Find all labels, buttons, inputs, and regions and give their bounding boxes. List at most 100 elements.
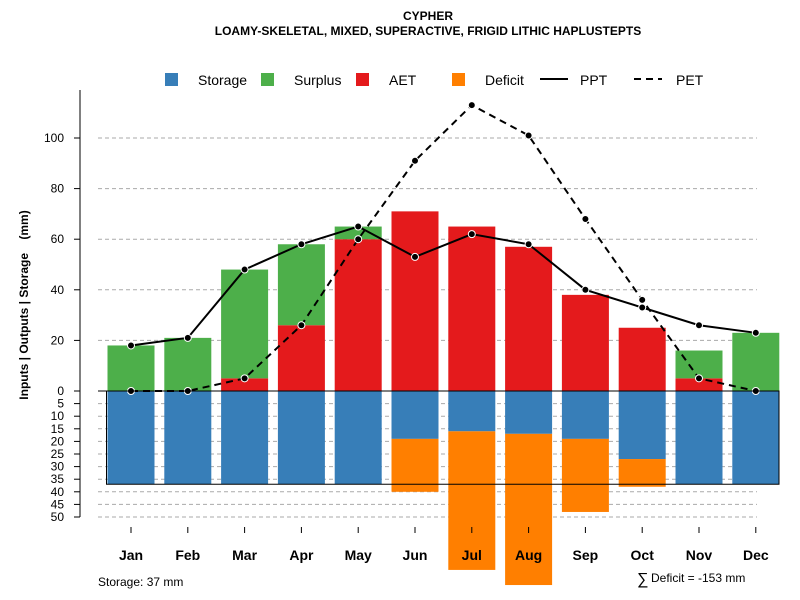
legend-surplus-label: Surplus: [294, 72, 341, 88]
ppt-point: [354, 222, 363, 231]
y-tick-label: 20: [51, 333, 65, 347]
pet-line: [131, 103, 757, 392]
pet-point: [411, 156, 419, 165]
deficit-bar: [448, 431, 496, 570]
deficit-bar: [561, 438, 609, 512]
y-tick-label: 40: [51, 283, 65, 297]
storage-bar: [107, 391, 155, 485]
y-tick-label: 50: [51, 510, 65, 524]
legend-pet-label: PET: [676, 72, 704, 88]
surplus-bar: [732, 332, 780, 391]
x-tick-label: Feb: [175, 547, 200, 563]
pet-point: [240, 374, 249, 383]
x-tick-label: Dec: [743, 547, 769, 563]
legend-surplus-swatch: [261, 73, 274, 86]
aet-bar: [561, 294, 609, 391]
ppt-point: [411, 252, 419, 261]
pet-point: [354, 235, 363, 244]
y-tick-label: 40: [51, 485, 65, 499]
storage-note: Storage: 37 mm: [98, 575, 183, 589]
pet-point: [467, 101, 476, 110]
storage-bar: [221, 391, 269, 485]
legend: Storage Surplus AET Deficit PPT PET: [165, 72, 704, 88]
y-tick-label: 100: [44, 131, 64, 145]
storage-bar: [505, 391, 553, 434]
legend-deficit-label: Deficit: [485, 72, 524, 88]
x-tick-label: Apr: [289, 547, 314, 563]
storage-bar: [448, 391, 496, 432]
x-tick-label: Jun: [403, 547, 428, 563]
storage-bar: [675, 391, 723, 485]
aet-bar: [448, 226, 496, 391]
deficit-note: Deficit = -153 mm: [651, 571, 745, 585]
aet-bar: [391, 211, 439, 391]
chart-title: CYPHER: [403, 9, 453, 23]
storage-bar: [277, 391, 325, 485]
y-tick-label: 80: [51, 182, 65, 196]
pet-point: [297, 321, 306, 330]
ppt-point: [127, 341, 135, 350]
x-tick-label: Oct: [631, 547, 655, 563]
y-tick-label: 20: [51, 434, 65, 448]
ppt-point: [240, 265, 249, 274]
legend-aet-label: AET: [389, 72, 417, 88]
ppt-point: [183, 333, 192, 342]
storage-bar: [334, 391, 382, 485]
y-tick-label: 0: [57, 384, 64, 398]
deficit-bar: [391, 438, 439, 492]
pet-point: [524, 131, 533, 140]
deficit-bar: [505, 433, 553, 586]
x-tick-label: Sep: [573, 547, 599, 563]
ppt-point: [638, 303, 647, 312]
y-tick-label: 15: [51, 422, 65, 436]
aet-bar: [618, 327, 666, 391]
legend-storage-label: Storage: [198, 72, 247, 88]
y-tick-label: 10: [51, 409, 65, 423]
x-tick-label: May: [345, 547, 372, 563]
y-axis-label: Inputs | Outputs | Storage (mm): [17, 210, 31, 399]
ppt-point: [524, 240, 533, 249]
pet-point: [695, 374, 703, 383]
aet-bar: [505, 246, 553, 391]
surplus-bar: [277, 244, 325, 326]
y-tick-label: 35: [51, 472, 65, 486]
legend-storage-swatch: [165, 73, 178, 86]
ppt-point: [751, 328, 760, 337]
y-tick-label: 60: [51, 232, 65, 246]
x-tick-label: Jul: [462, 547, 482, 563]
sigma-symbol: ∑: [637, 571, 648, 588]
x-tick-label: Nov: [686, 547, 713, 563]
storage-bar: [618, 391, 666, 460]
ppt-point: [695, 321, 703, 330]
ppt-point: [581, 285, 590, 294]
surplus-bar: [107, 345, 155, 391]
y-tick-label: 25: [51, 447, 65, 461]
chart-subtitle: LOAMY-SKELETAL, MIXED, SUPERACTIVE, FRIG…: [215, 24, 641, 38]
storage-bar: [164, 391, 212, 485]
storage-bar: [391, 391, 439, 439]
x-tick-label: Mar: [232, 547, 257, 563]
storage-bar: [732, 391, 780, 485]
legend-aet-swatch: [356, 73, 369, 86]
surplus-bar: [164, 337, 212, 391]
ppt-point: [297, 240, 306, 249]
y-tick-label: 45: [51, 497, 65, 511]
storage-bar: [561, 391, 609, 439]
legend-deficit-swatch: [452, 73, 465, 86]
x-tick-label: Aug: [515, 547, 542, 563]
y-tick-label: 30: [51, 460, 65, 474]
ppt-line: [130, 225, 756, 347]
line-layer: [127, 101, 760, 395]
y-tick-label: 5: [57, 397, 64, 411]
ppt-point: [467, 230, 476, 239]
legend-ppt-label: PPT: [580, 72, 608, 88]
deficit-bar: [618, 459, 666, 487]
x-tick-label: Jan: [119, 547, 143, 563]
bar-layer: [106, 211, 780, 586]
aet-bar: [277, 325, 325, 391]
pet-point: [581, 214, 590, 223]
pet-point: [638, 295, 647, 304]
aet-bar: [334, 239, 382, 391]
